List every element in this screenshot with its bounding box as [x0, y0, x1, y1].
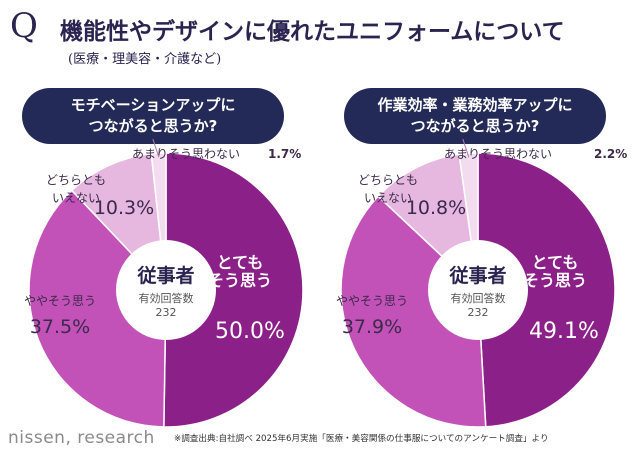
page-title: 機能性やデザインに優れたユニフォームについて [60, 18, 565, 45]
chart1-slice-2 [28, 189, 167, 428]
chart1-label-disagree-value: 1.7% [268, 147, 301, 161]
chart1-slice-1 [163, 152, 304, 428]
chart2-label-disagree-value: 2.2% [594, 147, 627, 161]
question-mark-q: Q [10, 6, 38, 46]
question-box-efficiency: 作業効率・業務効率アップに つながると思うか? [344, 88, 606, 144]
chart1-leader-line [152, 138, 160, 158]
chart2-label-neutral: どちらともいえない [358, 173, 418, 205]
chart2-label-very-agree-value: 49.1% [529, 319, 599, 344]
chart2-center-label: 従事者 [448, 264, 506, 287]
brand-logo: nissen, research [8, 428, 155, 448]
question-box-motivation: モチベーションアップに つながると思うか? [22, 88, 284, 144]
chart2-center-hole [428, 240, 528, 340]
chart1-center-hole [116, 240, 216, 340]
chart2-label-neutral-value: 10.8% [406, 197, 466, 219]
chart2-leader-line [462, 138, 470, 158]
chart2-center-n: 232 [468, 306, 489, 319]
chart1-label-somewhat-agree: ややそう思う [24, 294, 96, 308]
chart1-label-somewhat-agree-value: 37.5% [30, 316, 90, 338]
chart1-label-neutral-value: 10.3% [94, 197, 154, 219]
chart2-slice-2 [340, 195, 487, 428]
chart1-center-n: 232 [156, 306, 177, 319]
chart2-label-somewhat-agree: ややそう思う [336, 294, 408, 308]
chart1-label-very-agree-value: 50.0% [215, 319, 285, 344]
source-note: ※調査出典:自社調べ 2025年6月実施「医療・美容関係の仕事服についてのアンケ… [174, 434, 549, 444]
chart2-center-sub: 有効回答数 [451, 291, 506, 305]
chart1-center-label: 従事者 [136, 264, 194, 287]
chart2-label-disagree: あまりそう思わない [444, 147, 552, 161]
chart1-label-very-agree: とてもそう思う [208, 253, 272, 290]
chart1-label-neutral: どちらともいえない [46, 173, 106, 205]
chart1-center-sub: 有効回答数 [139, 291, 194, 305]
page-subtitle: (医療・理美容・介護など) [68, 52, 222, 67]
chart2-slice-1 [477, 152, 616, 428]
chart1-label-disagree: あまりそう思わない [132, 147, 240, 161]
chart2-label-very-agree: とてもそう思う [523, 253, 587, 290]
chart2-label-somewhat-agree-value: 37.9% [342, 316, 402, 338]
